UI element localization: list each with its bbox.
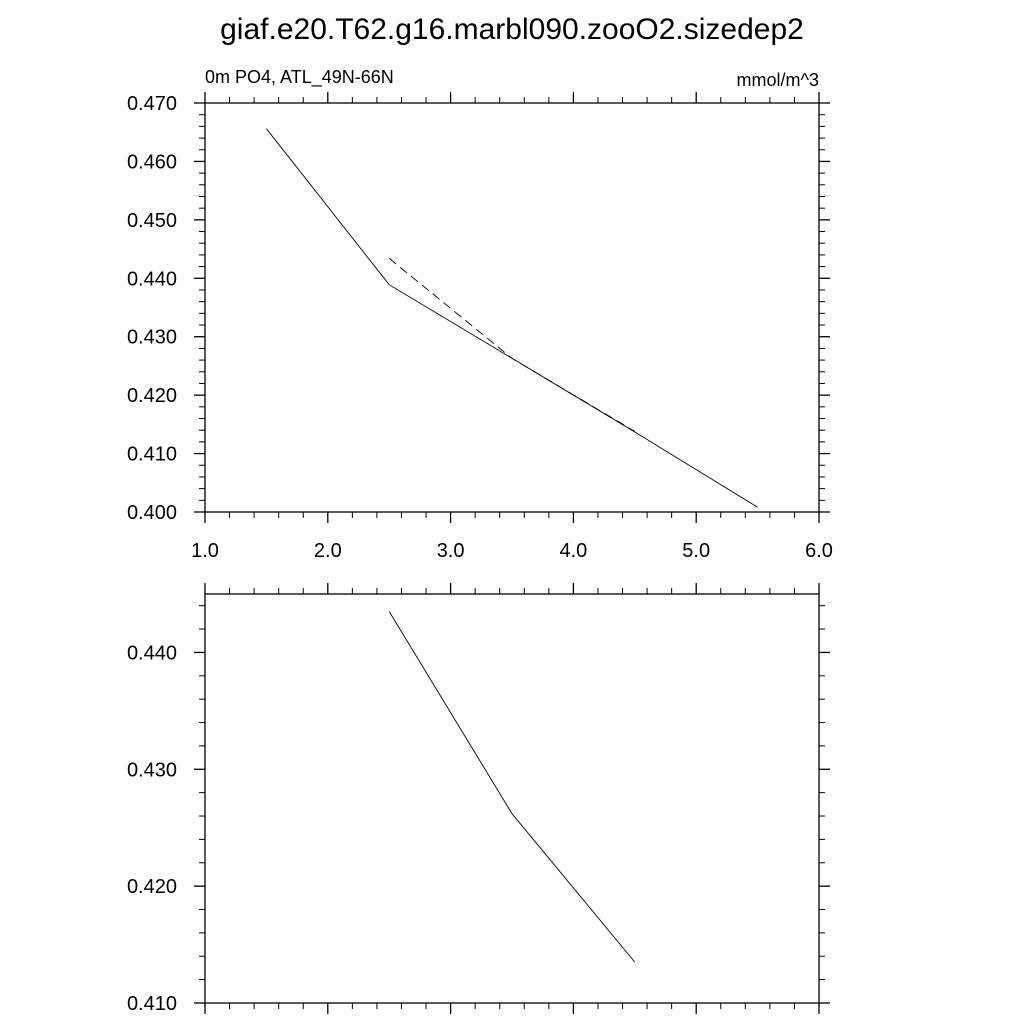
chart-title: giaf.e20.T62.g16.marbl090.zooO2.sizedep2 xyxy=(220,13,804,46)
x-tick-label: 3.0 xyxy=(437,540,465,562)
y-tick-label: 0.420 xyxy=(127,876,177,898)
top-panel-left-label: 0m PO4, ATL_49N-66N xyxy=(205,67,394,88)
series-line-solid xyxy=(388,611,636,963)
x-tick-label: 5.0 xyxy=(682,540,710,562)
y-tick-label: 0.440 xyxy=(127,642,177,664)
y-tick-label: 0.410 xyxy=(127,993,177,1015)
x-tick-label: 4.0 xyxy=(559,540,587,562)
bottom-panel: 0.410 0.420 0.430 0.440 xyxy=(127,583,830,1015)
y-tick-label: 0.400 xyxy=(127,502,177,524)
top-panel-units-label: mmol/m^3 xyxy=(737,70,819,90)
y-tick-label: 0.420 xyxy=(127,385,177,407)
y-tick-label: 0.450 xyxy=(127,210,177,232)
y-tick-label: 0.470 xyxy=(127,93,177,115)
top-panel: 0m PO4, ATL_49N-66N mmol/m^3 1.0 2.0 3.0 4.… xyxy=(127,67,833,562)
plot-frame xyxy=(204,593,820,1004)
series-line-solid xyxy=(266,128,758,508)
y-tick-label: 0.430 xyxy=(127,327,177,349)
plot-frame xyxy=(204,102,820,513)
y-tick-label: 0.410 xyxy=(127,444,177,466)
y-tick-label: 0.440 xyxy=(127,268,177,290)
x-tick-label: 2.0 xyxy=(314,540,342,562)
series-line-dashed xyxy=(388,258,636,432)
y-tick-label: 0.430 xyxy=(127,759,177,781)
y-tick-label: 0.460 xyxy=(127,151,177,173)
x-tick-label: 6.0 xyxy=(805,540,833,562)
x-tick-label: 1.0 xyxy=(191,540,219,562)
